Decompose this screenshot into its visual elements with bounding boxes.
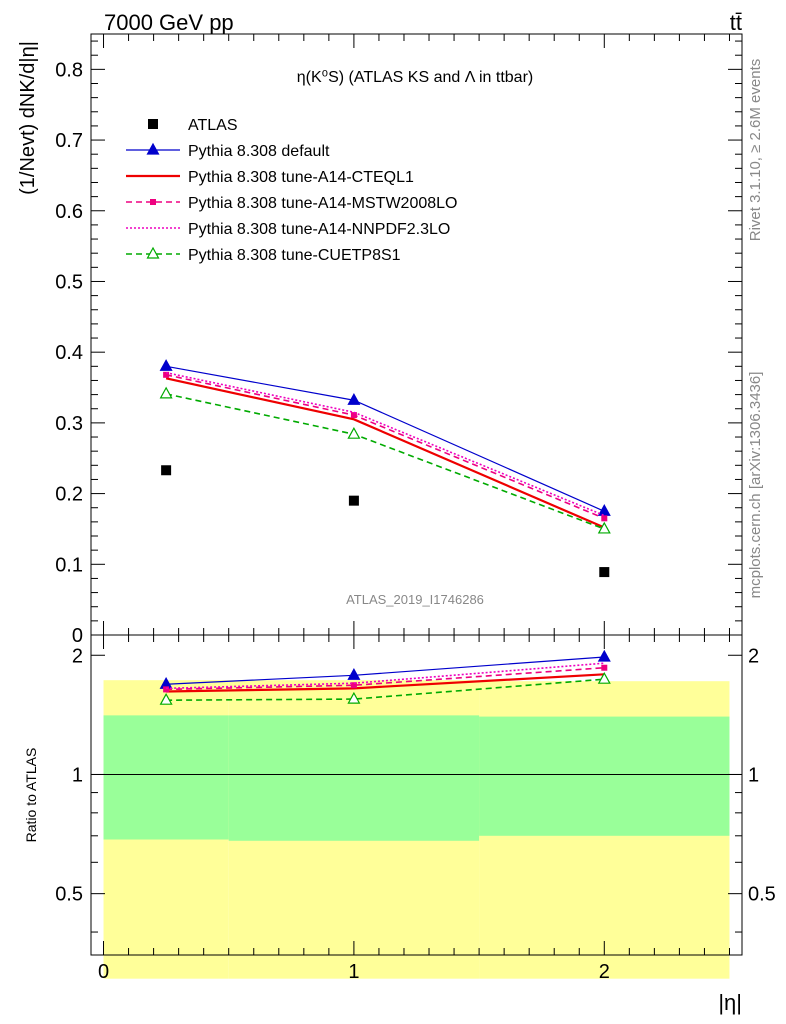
legend-label: Pythia 8.308 tune-A14-CTEQL1: [188, 169, 414, 186]
ratio-tick-label: 2: [72, 645, 83, 667]
x-axis: 0 1 2: [98, 34, 730, 983]
data-point: [350, 412, 357, 419]
mcplots-label: mcplots.cern.ch [arXiv:1306.3436]: [747, 372, 764, 599]
ratio-tick-label-right: 0.5: [748, 884, 776, 906]
x-tick-label: 0: [98, 961, 109, 983]
ratio-tick-label-right: 1: [748, 764, 759, 786]
ratio-series-0: [159, 649, 611, 689]
ratio-point: [597, 649, 611, 662]
ratio-panel: 0.5 0.5 1 1 2 2 0 1 2 Ratio to ATLAS |η|: [23, 34, 776, 1015]
uncertainty-band-inner: [228, 715, 480, 841]
data-point: [159, 386, 173, 399]
y-tick-label: 0.3: [55, 413, 83, 435]
legend-entry: ATLAS: [148, 117, 238, 134]
y-tick-label: 0.6: [55, 201, 83, 223]
ratio-y-axis: 0.5 0.5 1 1 2 2: [55, 645, 776, 933]
series-0: [161, 465, 610, 578]
uncertainty-band-inner: [479, 716, 730, 836]
ratio-line: [166, 673, 605, 693]
ratio-point: [597, 671, 611, 684]
y-tick-label: 0.5: [55, 271, 83, 293]
rivet-label: Rivet 3.1.10, ≥ 2.6M events: [747, 59, 764, 242]
process-label: tt̄: [730, 10, 742, 35]
ratio-series-1: [166, 673, 605, 693]
ratio-tick-label: 0.5: [55, 884, 83, 906]
ratio-point: [347, 668, 361, 680]
legend-entry: Pythia 8.308 tune-CUETP8S1: [126, 246, 401, 264]
ratio-line: [166, 666, 605, 691]
data-point: [161, 465, 172, 476]
legend-entry: Pythia 8.308 tune-A14-CTEQL1: [126, 169, 414, 186]
series-4: [165, 371, 605, 517]
data-point: [599, 567, 610, 578]
main-plot-area: [159, 359, 611, 578]
legend-entry: Pythia 8.308 tune-A14-NNPDF2.3LO: [126, 221, 450, 238]
legend-marker: [146, 246, 160, 259]
series-5: [159, 386, 611, 534]
x-axis-label: |η|: [718, 990, 742, 1015]
legend-label: Pythia 8.308 default: [188, 143, 330, 160]
x-tick-label: 2: [599, 961, 610, 983]
legend: ATLAS Pythia 8.308 default Pythia 8.308 tu…: [126, 117, 457, 264]
data-point: [601, 515, 608, 522]
y-tick-label: 0.4: [55, 342, 83, 364]
ratio-tick-label: 1: [72, 764, 83, 786]
ratio-point: [163, 686, 170, 693]
ratio-point: [159, 692, 173, 705]
ratio-line: [166, 678, 605, 702]
series-3: [163, 371, 608, 522]
uncertainty-band-inner: [103, 715, 229, 840]
ratio-y-axis-label: Ratio to ATLAS: [23, 748, 39, 843]
ratio-series-4: [159, 671, 611, 705]
y-tick-label: 0.7: [55, 130, 83, 152]
data-point: [163, 371, 170, 378]
analysis-label: ATLAS_2019_I1746286: [346, 592, 484, 607]
ratio-point: [601, 664, 608, 671]
data-point: [597, 504, 611, 516]
ratio-point: [347, 691, 361, 704]
energy-label: 7000 GeV pp: [104, 10, 234, 35]
legend-label: Pythia 8.308 tune-A14-NNPDF2.3LO: [188, 221, 450, 238]
legend-marker: [148, 119, 158, 129]
y-tick-label: 0.2: [55, 484, 83, 506]
ratio-tick-label-right: 2: [748, 645, 759, 667]
series-line: [165, 371, 605, 517]
ratio-line: [166, 656, 605, 685]
data-point: [159, 359, 173, 371]
legend-marker: [150, 199, 156, 205]
legend-entry: Pythia 8.308 default: [126, 142, 330, 160]
data-point: [597, 521, 611, 534]
ratio-frame: [90, 634, 743, 956]
ratio-plot-area: [91, 649, 742, 979]
series-line: [166, 365, 605, 512]
y-tick-label: 0.1: [55, 554, 83, 576]
x-tick-label: 1: [348, 961, 359, 983]
main-y-axis-label: (1/Nevt) dNK/d|η|: [17, 41, 39, 195]
plot-title: η(K⁰S) (ATLAS KS and Λ in ttbar): [297, 69, 533, 86]
data-point: [348, 495, 359, 506]
main-y-axis: 0 0.1 0.2 0.3 0.4 0.5 0.6 0.7 0.8: [55, 40, 742, 647]
legend-label: Pythia 8.308 tune-CUETP8S1: [188, 247, 401, 264]
legend-label: Pythia 8.308 tune-A14-MSTW2008LO: [188, 195, 457, 212]
y-tick-label: 0: [72, 625, 83, 647]
y-tick-label: 0.8: [55, 59, 83, 81]
series-1: [159, 359, 611, 516]
legend-entry: Pythia 8.308 tune-A14-MSTW2008LO: [126, 195, 457, 212]
series-2: [165, 377, 605, 529]
ratio-point: [350, 682, 357, 689]
legend-label: ATLAS: [188, 117, 238, 134]
series-line: [165, 377, 605, 529]
legend-marker: [146, 142, 160, 155]
data-point: [347, 426, 361, 439]
main-panel: 0 0.1 0.2 0.3 0.4 0.5 0.6 0.7 0.8 η(K⁰S) (ATLAS …: [17, 33, 743, 647]
ratio-series-2: [163, 664, 608, 693]
data-point: [347, 393, 361, 405]
